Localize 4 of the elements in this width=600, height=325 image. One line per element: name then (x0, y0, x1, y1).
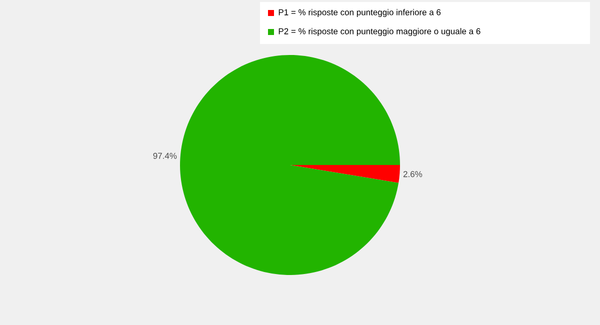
legend-label: P2 = % risposte con punteggio maggiore o uguale a 6 (278, 28, 480, 36)
data-label: 2.6% (403, 171, 422, 178)
legend-label: P1 = % risposte con punteggio inferiore a 6 (278, 9, 441, 17)
data-label: 97.4% (153, 152, 177, 159)
